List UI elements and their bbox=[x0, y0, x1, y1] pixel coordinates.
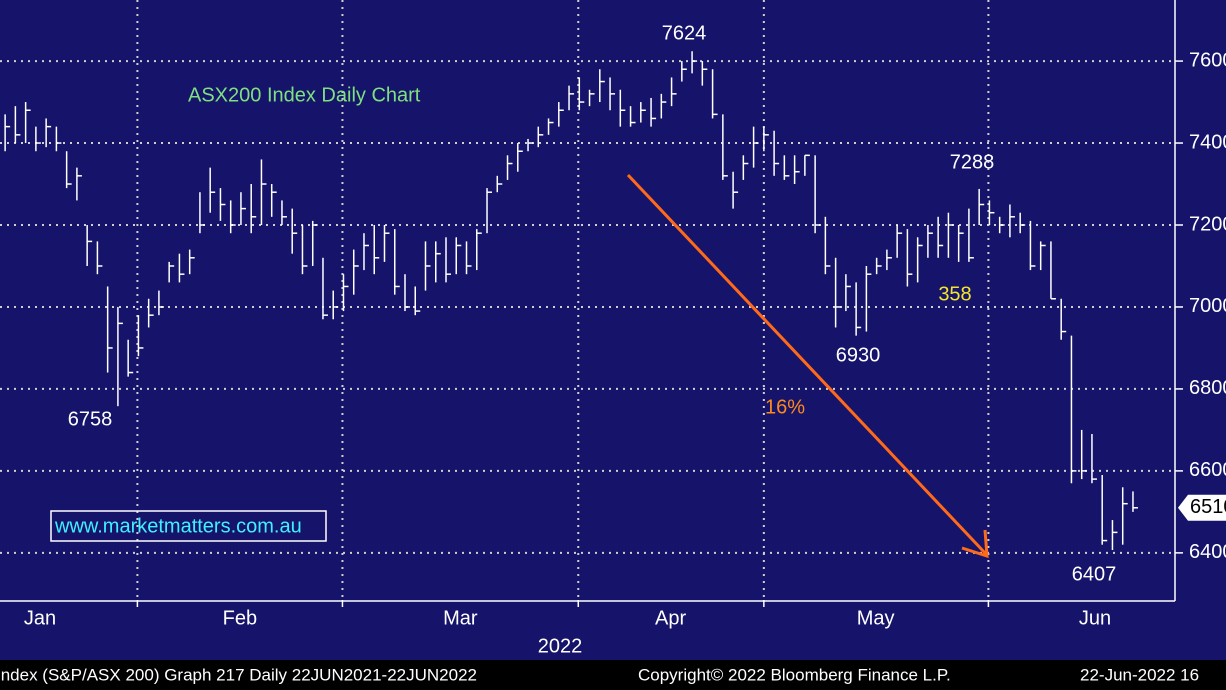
arrow-head bbox=[961, 529, 989, 559]
x-tick-label: Jun bbox=[1079, 607, 1111, 629]
footer-right: 22-Jun-2022 16 bbox=[1080, 665, 1199, 684]
annotation: 358 bbox=[938, 283, 971, 305]
x-tick-label: Jan bbox=[24, 607, 56, 629]
annotation: 7288 bbox=[950, 151, 995, 173]
x-tick-label: Apr bbox=[655, 607, 686, 629]
annotation: 16% bbox=[765, 396, 805, 418]
chart-title: ASX200 Index Daily Chart bbox=[188, 84, 421, 106]
annotation: 7624 bbox=[662, 22, 707, 44]
footer-center: Copyright© 2022 Bloomberg Finance L.P. bbox=[638, 665, 951, 684]
x-tick-label: May bbox=[857, 607, 895, 629]
year-label: 2022 bbox=[538, 635, 583, 657]
footer-background bbox=[0, 660, 1226, 690]
plot: 6400 6600 6800 7000 7200 7400 7600 Jan Feb Mar Apr… bbox=[0, 0, 1226, 629]
x-tick-label: Mar bbox=[443, 607, 478, 629]
annotation: 6758 bbox=[68, 408, 113, 430]
footer-left: Index (S&P/ASX 200) Graph 217 Daily 22JU… bbox=[0, 665, 477, 684]
x-tick-label: Feb bbox=[223, 607, 257, 629]
y-tick-label: 6600 bbox=[1189, 459, 1226, 481]
website: www.marketmatters.com.au bbox=[54, 515, 302, 537]
y-tick-label: 7600 bbox=[1189, 49, 1226, 71]
last-price-tag bbox=[1178, 494, 1226, 521]
y-tick-label: 6400 bbox=[1189, 541, 1226, 563]
annotation: 6930 bbox=[836, 344, 881, 366]
trend-arrow bbox=[626, 173, 988, 556]
last-price-label: 6510 bbox=[1190, 496, 1226, 518]
chart-background bbox=[0, 0, 1226, 660]
y-tick-label: 6800 bbox=[1189, 377, 1226, 399]
annotation: 6407 bbox=[1072, 563, 1117, 585]
website-box bbox=[50, 510, 327, 542]
y-tick-label: 7400 bbox=[1189, 131, 1226, 153]
y-tick-label: 7000 bbox=[1189, 295, 1226, 317]
y-tick-label: 7200 bbox=[1189, 213, 1226, 235]
